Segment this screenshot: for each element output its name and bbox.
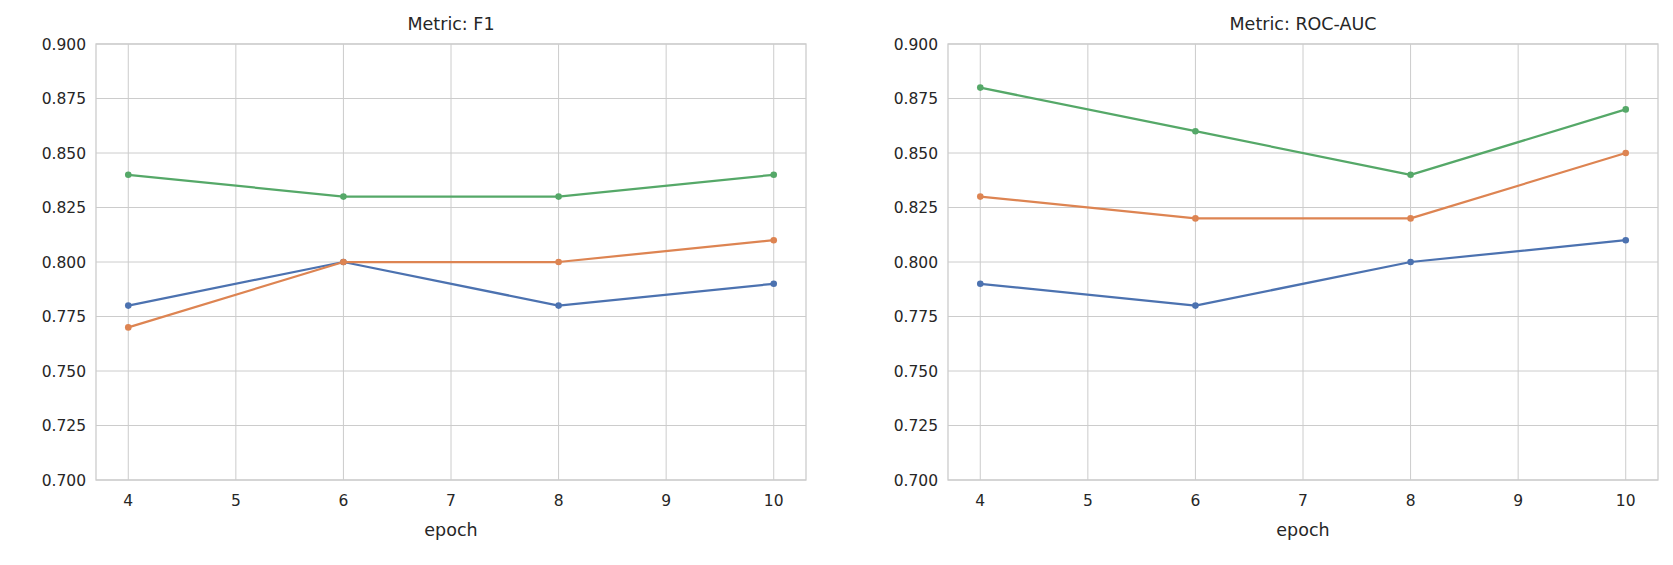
data-point-orange-series [555,259,562,266]
x-tick-label: 8 [1406,492,1416,510]
y-tick-label: 0.725 [42,417,86,435]
y-tick-label: 0.825 [42,199,86,217]
y-tick-label: 0.800 [42,254,86,272]
data-point-green-series [1407,172,1414,179]
data-point-orange-series [125,324,132,331]
data-point-orange-series [1622,150,1629,157]
y-tick-label: 0.900 [42,36,86,54]
x-tick-label: 6 [338,492,348,510]
x-tick-label: 8 [554,492,564,510]
x-tick-label: 10 [1616,492,1636,510]
y-tick-label: 0.750 [894,363,938,381]
x-tick-label: 10 [764,492,784,510]
y-tick-label: 0.850 [42,145,86,163]
data-point-orange-series [1407,215,1414,222]
data-point-blue-series [977,281,984,288]
y-tick-label: 0.775 [42,308,86,326]
chart-f1-canvas: 0.700 0.725 0.750 0.775 0.800 0.825 0.850 0.875… [0,0,836,565]
x-tick-label: 7 [446,492,456,510]
x-tick-label: 6 [1190,492,1200,510]
data-point-blue-series [125,302,132,309]
x-tick-label: 9 [1513,492,1523,510]
x-axis-label: epoch [424,520,477,540]
x-tick-label: 7 [1298,492,1308,510]
chart-roc-auc-canvas: 0.700 0.725 0.750 0.775 0.800 0.825 0.850 0.875… [836,0,1673,565]
y-tick-label: 0.700 [894,472,938,490]
chart-roc-auc: 0.700 0.725 0.750 0.775 0.800 0.825 0.850 0.875… [836,0,1673,565]
x-tick-label: 5 [1083,492,1093,510]
y-tick-label: 0.900 [894,36,938,54]
chart-title: Metric: F1 [407,14,494,34]
y-tick-label: 0.775 [894,308,938,326]
data-point-green-series [340,193,347,200]
y-tick-label: 0.700 [42,472,86,490]
data-point-blue-series [770,281,777,288]
y-tick-label: 0.800 [894,254,938,272]
data-point-orange-series [1192,215,1199,222]
data-point-blue-series [555,302,562,309]
y-tick-label: 0.875 [42,90,86,108]
data-point-green-series [770,172,777,179]
data-point-green-series [1192,128,1199,135]
y-tick-label: 0.875 [894,90,938,108]
x-tick-label: 4 [975,492,985,510]
chart-f1: 0.700 0.725 0.750 0.775 0.800 0.825 0.850 0.875… [0,0,836,565]
data-point-green-series [125,172,132,179]
data-point-green-series [1622,106,1629,113]
data-point-orange-series [340,259,347,266]
data-point-green-series [555,193,562,200]
data-point-green-series [977,84,984,91]
data-point-orange-series [770,237,777,244]
data-point-blue-series [1622,237,1629,244]
x-axis-label: epoch [1276,520,1329,540]
x-tick-label: 5 [231,492,241,510]
data-point-orange-series [977,193,984,200]
y-tick-label: 0.725 [894,417,938,435]
data-point-blue-series [1192,302,1199,309]
data-point-blue-series [1407,259,1414,266]
y-tick-label: 0.750 [42,363,86,381]
figure: 0.700 0.725 0.750 0.775 0.800 0.825 0.850 0.875… [0,0,1673,565]
chart-title: Metric: ROC-AUC [1230,14,1377,34]
y-tick-label: 0.825 [894,199,938,217]
x-tick-label: 9 [661,492,671,510]
y-tick-label: 0.850 [894,145,938,163]
x-tick-label: 4 [123,492,133,510]
